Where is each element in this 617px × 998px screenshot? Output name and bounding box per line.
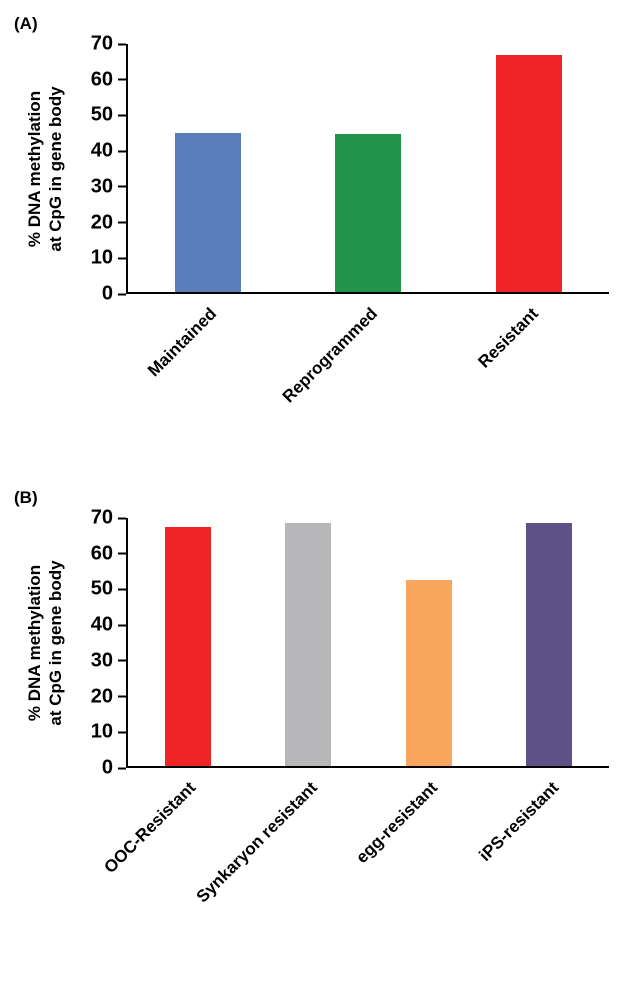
tick-mark <box>118 659 126 662</box>
y-tick-10: 10 <box>91 721 126 744</box>
y-tick-label: 60 <box>90 542 113 565</box>
y-tick-label: 50 <box>90 577 113 600</box>
y-tick-0: 0 <box>102 283 126 306</box>
x-slot-ips-resistant: iPS-resistant <box>475 768 609 926</box>
y-tick-0: 0 <box>102 757 126 780</box>
y-tick-label: 30 <box>90 175 113 198</box>
tick-mark <box>118 731 126 734</box>
tick-mark <box>118 293 126 295</box>
x-slot-maintained: Maintained <box>126 294 287 426</box>
bar-synkaryon-resistant <box>285 523 332 766</box>
tick-mark <box>118 767 126 769</box>
y-tick-label: 20 <box>90 685 113 708</box>
y-tick-label: 50 <box>90 103 113 126</box>
panel-a: (A) % DNA methylation at CpG in gene bod… <box>14 14 609 426</box>
tick-mark <box>118 150 126 153</box>
tick-mark <box>118 588 126 591</box>
y-axis-ticks: 0 10 20 30 40 50 60 70 <box>68 507 126 779</box>
bar-resistant <box>495 54 562 292</box>
tick-mark <box>118 695 126 698</box>
panel-b: (B) % DNA methylation at CpG in gene bod… <box>14 488 609 926</box>
y-tick-label: 60 <box>90 68 113 91</box>
y-tick-label: 0 <box>101 282 113 305</box>
x-slot-ooc-resistant: OOC-Resistant <box>101 768 247 926</box>
y-tick-60: 60 <box>91 68 126 91</box>
plot-area <box>126 518 609 768</box>
y-tick-label: 0 <box>101 756 113 779</box>
y-axis-title-text: % DNA methylation at CpG in gene body <box>24 86 65 252</box>
x-slot-synkaryon-resistant: Synkaryon resistant <box>192 768 368 926</box>
x-slot-egg-resistant: egg-resistant <box>352 768 489 926</box>
tick-mark <box>118 552 126 555</box>
y-tick-30: 30 <box>91 175 126 198</box>
y-tick-label: 10 <box>90 246 113 269</box>
tick-mark <box>118 78 126 81</box>
tick-mark <box>118 114 126 117</box>
plot-area <box>126 44 609 294</box>
tick-mark <box>118 624 126 627</box>
tick-mark <box>118 517 126 519</box>
y-tick-40: 40 <box>91 614 126 637</box>
bar-ips-resistant <box>525 523 572 766</box>
y-axis-title: % DNA methylation at CpG in gene body <box>22 518 68 768</box>
y-tick-label: 70 <box>90 506 113 529</box>
x-label-ips-resistant: iPS-resistant <box>475 778 563 865</box>
x-axis-labels: Maintained Reprogrammed Resistant <box>126 294 609 426</box>
x-axis-labels: OOC-Resistant Synkaryon resistant egg-resi… <box>101 768 609 926</box>
x-label-resistant: Resistant <box>474 304 542 372</box>
y-tick-label: 70 <box>90 32 113 55</box>
y-axis-title-text: % DNA methylation at CpG in gene body <box>24 560 65 726</box>
y-tick-20: 20 <box>91 685 126 708</box>
y-tick-20: 20 <box>91 211 126 234</box>
chart-a: % DNA methylation at CpG in gene body 0 1… <box>22 33 609 426</box>
y-tick-50: 50 <box>91 578 126 601</box>
x-label-maintained: Maintained <box>143 304 220 381</box>
y-tick-50: 50 <box>91 104 126 127</box>
x-slot-resistant: Resistant <box>448 294 609 426</box>
tick-mark <box>118 43 126 45</box>
bar-maintained <box>175 132 242 292</box>
chart-b: % DNA methylation at CpG in gene body 0 1… <box>22 507 609 926</box>
y-tick-70: 70 <box>91 507 126 530</box>
y-tick-40: 40 <box>91 140 126 163</box>
y-tick-label: 40 <box>90 613 113 636</box>
y-axis-ticks: 0 10 20 30 40 50 60 70 <box>68 33 126 305</box>
y-tick-label: 10 <box>90 720 113 743</box>
y-tick-label: 30 <box>90 649 113 672</box>
x-slot-reprogrammed: Reprogrammed <box>279 294 448 426</box>
y-axis-title: % DNA methylation at CpG in gene body <box>22 44 68 294</box>
bar-reprogrammed <box>335 134 402 292</box>
y-tick-10: 10 <box>91 247 126 270</box>
panel-a-label: (A) <box>14 14 38 33</box>
panel-b-label: (B) <box>14 488 38 507</box>
x-label-reprogrammed: Reprogrammed <box>278 304 381 407</box>
bar-ooc-resistant <box>165 526 212 766</box>
y-tick-30: 30 <box>91 649 126 672</box>
tick-mark <box>118 257 126 260</box>
x-label-ooc-resistant: OOC-Resistant <box>100 778 200 877</box>
y-tick-label: 20 <box>90 211 113 234</box>
tick-mark <box>118 221 126 224</box>
tick-mark <box>118 185 126 188</box>
y-tick-70: 70 <box>91 33 126 56</box>
y-tick-60: 60 <box>91 542 126 565</box>
bar-egg-resistant <box>405 580 452 766</box>
y-tick-label: 40 <box>90 139 113 162</box>
